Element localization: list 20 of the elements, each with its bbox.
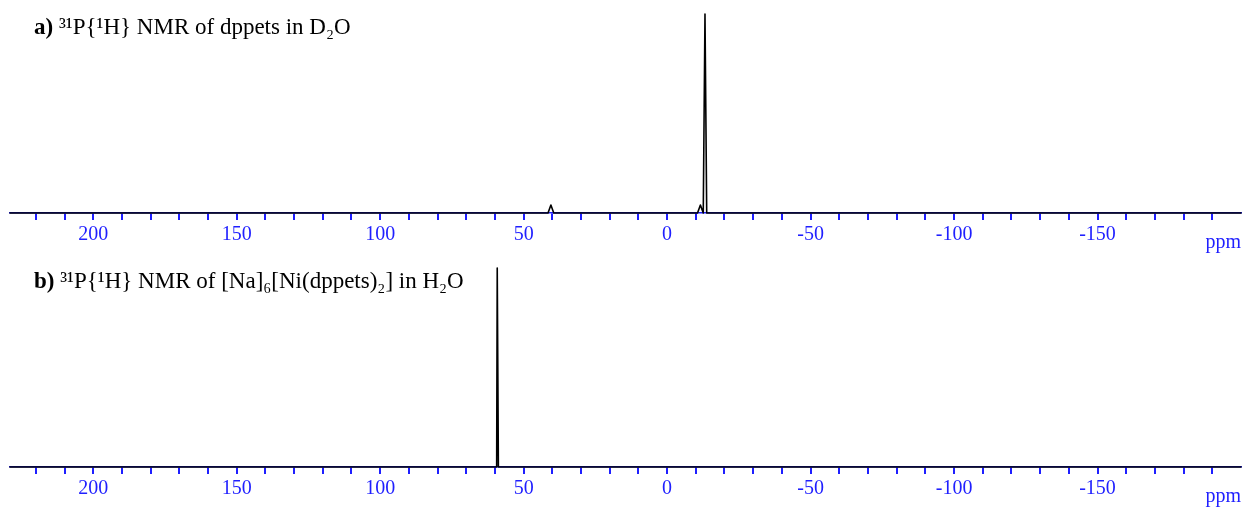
x-tick-label: 200 xyxy=(78,476,109,499)
x-tick-label: 150 xyxy=(221,222,252,245)
x-axis-title: ppm xyxy=(1205,484,1242,508)
x-tick-label: 150 xyxy=(221,476,252,499)
x-tick-label: 50 xyxy=(513,476,534,499)
x-tick-label: -150 xyxy=(1079,476,1116,499)
x-tick-label: 100 xyxy=(365,476,396,499)
x-tick-label: -50 xyxy=(797,476,824,499)
x-tick-label: 100 xyxy=(365,222,396,245)
x-tick-label: 50 xyxy=(513,222,534,245)
x-tick-label: -100 xyxy=(935,476,973,499)
x-tick-label: -100 xyxy=(935,222,973,245)
chart-title: a) ³¹P{¹H} NMR of dppets in D₂O xyxy=(34,14,351,40)
x-tick-label: 200 xyxy=(78,222,109,245)
x-tick-label: -50 xyxy=(797,222,824,245)
x-tick-label: -150 xyxy=(1079,222,1116,245)
x-tick-label: 0 xyxy=(662,476,673,499)
x-axis-title: ppm xyxy=(1205,230,1242,254)
chart-title: b) ³¹P{¹H} NMR of [Na]₆[Ni(dppets)₂] in H₂O xyxy=(34,268,464,294)
x-tick-label: 0 xyxy=(662,222,673,245)
